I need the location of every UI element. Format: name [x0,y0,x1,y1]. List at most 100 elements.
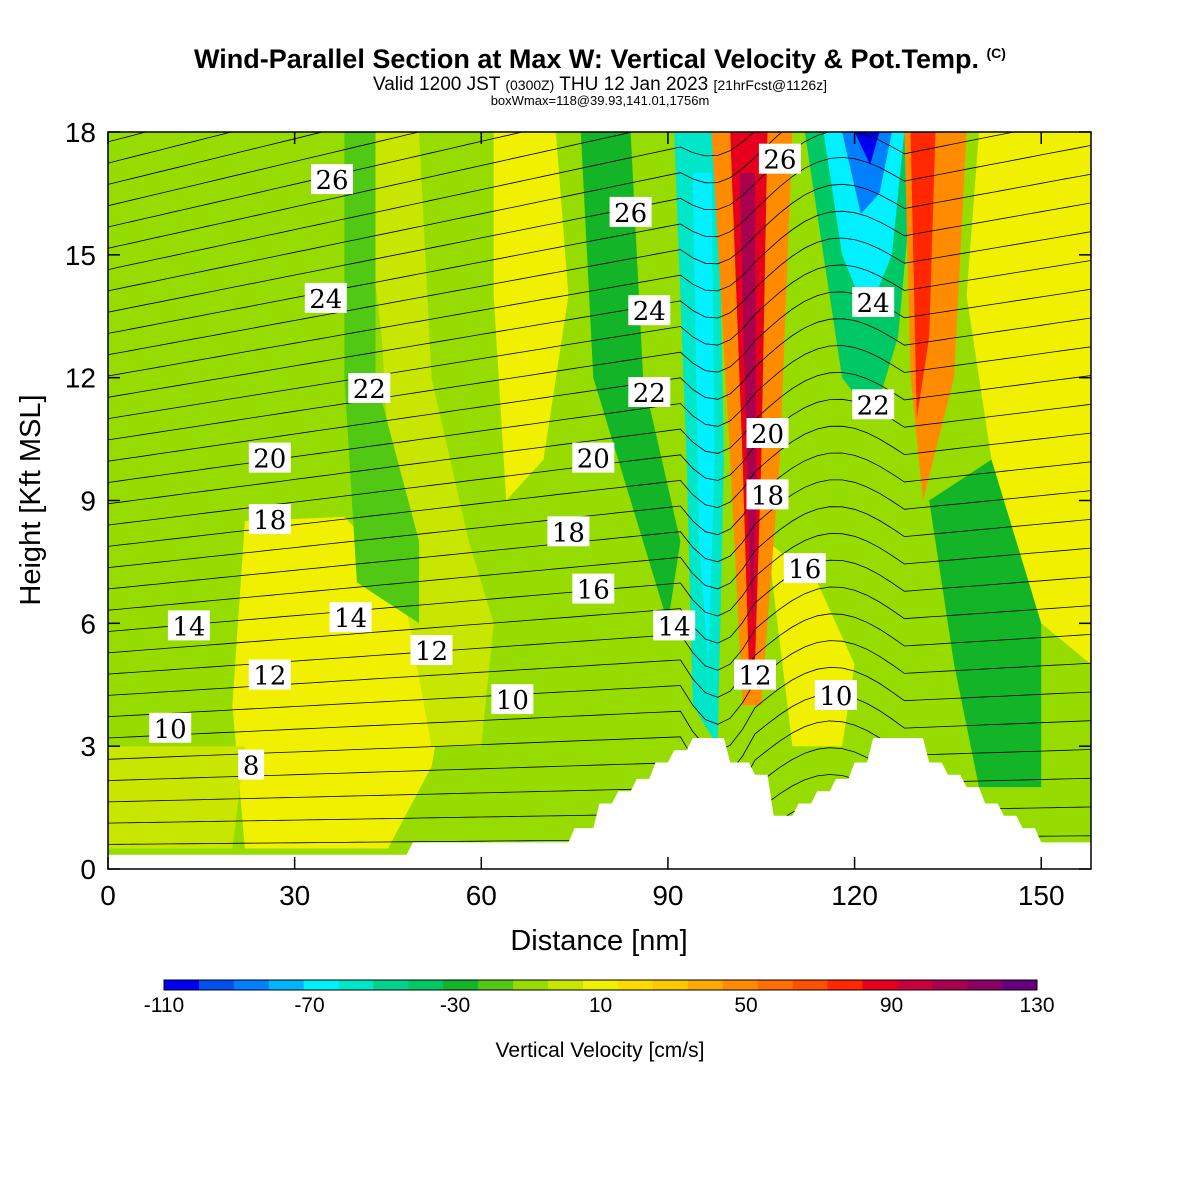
theta-contour-line [108,132,324,185]
theta-contour-label: 20 [248,442,291,475]
y-axis: 0 3 6 9 12 15 18 [65,117,1091,885]
theta-label-box [852,389,895,420]
y-tick-label: 9 [80,486,96,517]
theta-label-text: 10 [819,682,852,712]
theta-contour-line [108,132,1016,313]
x-tick-label: 30 [279,880,310,911]
theta-contour-label: 10 [491,684,534,716]
theta-label-text: 8 [243,752,260,782]
colorbar-swatch [897,980,933,990]
theta-label-text: 24 [309,285,342,315]
theta-label-box [783,553,826,584]
theta-contour-line [108,132,525,228]
theta-label-box [329,602,372,633]
theta-label-text: 16 [577,576,610,606]
x-axis-label: Distance [nm] [510,925,687,957]
theta-contour-line [108,317,1091,462]
colorbar-swatch [652,980,689,990]
theta-contour-line [108,452,1091,568]
colorbar-tick-label: -30 [440,994,470,1017]
theta-label-box [609,196,652,227]
theta-label-text: 20 [253,445,286,475]
downdraft-right-cyan [823,132,905,317]
theta-label-box [852,287,895,317]
theta-contour-label: 26 [609,196,652,229]
theta-label-box [248,504,291,534]
theta-label-box [248,659,291,690]
theta-label-box [311,164,353,195]
x-tick-label: 0 [100,880,116,911]
colorbar-swatch [1002,980,1038,990]
theta-label-box [167,610,210,641]
y-tick-label: 6 [80,608,96,639]
terrain [108,738,1091,869]
theta-label-text: 22 [857,391,890,421]
theta-label-box [547,516,590,547]
theta-contour-line [108,288,1091,441]
theta-contour-label: 24 [304,282,347,315]
theta-label-box [653,610,696,641]
theta-contour-label: 20 [572,442,615,475]
colorbar-swatch [164,980,200,990]
theta-label-text: 26 [614,199,647,229]
theta-contour-line [108,506,1091,611]
colorbar-swatch [792,980,828,990]
theta-contour-line [108,371,1091,505]
colorbar-swatch [583,980,619,990]
theta-label-text: 22 [353,375,386,405]
colorbar-swatch [443,980,479,990]
colorbar-swatch [722,980,758,990]
colorbar-tick-label: 90 [880,994,903,1017]
theta-label-box [758,143,801,174]
colorbar-tick-label: -70 [294,994,324,1017]
theta-contour-label: 18 [248,504,291,536]
theta-contour-label: 22 [348,373,391,405]
colorbar: -110 -70 -30 10 50 90 130 [144,979,1055,1017]
theta-contour-label: 24 [628,295,671,327]
colorbar-swatch [827,980,863,990]
theta-contour-line [108,132,148,143]
colorbar-swatch [967,980,1003,990]
theta-contour-line [108,479,1091,590]
theta-label-text: 18 [552,518,585,548]
colorbar-swatch [338,980,374,990]
colorbar-swatch [478,980,514,990]
theta-contour-line [108,202,1091,377]
theta-label-box [304,282,347,313]
theta-label-text: 26 [763,146,796,176]
theta-label-text: 10 [496,686,529,716]
theta-contour-label: 20 [746,418,789,450]
theta-label-text: 14 [172,612,205,642]
theta-label-box [628,295,671,326]
theta-contour-label: 14 [329,602,372,634]
theta-contour-line [108,132,421,207]
theta-contour-label: 12 [248,659,291,692]
theta-label-box [491,684,534,715]
colorbar-swatch [268,980,304,990]
theta-label-text: 14 [334,604,367,634]
updraft-lightyellow [108,746,245,849]
theta-contour-label: 14 [167,610,210,642]
box-info: boxWmax=118@39.93,141.01,1756m [490,93,710,108]
x-tick-label: 150 [1018,880,1065,911]
theta-label-text: 18 [253,506,286,536]
theta-contour-label: 22 [628,377,671,409]
theta-label-text: 24 [633,297,666,327]
downdraft-right-blue [842,132,892,214]
theta-contour-label: 26 [311,164,353,196]
theta-label-text: 24 [857,289,890,319]
theta-label-text: 16 [788,555,821,585]
theta-contour-label: 16 [783,553,826,585]
theta-contour-line [108,693,1091,779]
theta-contour-line [108,132,635,249]
y-tick-label: 12 [65,363,96,394]
colorbar-swatch [408,980,444,990]
theta-label-box [628,377,671,407]
colorbar-swatch [303,980,339,990]
colorbar-label: Vertical Velocity [cm/s] [496,1039,705,1062]
theta-contour-label: 18 [547,516,590,548]
downdraft-right-core [854,132,880,165]
theta-label-text: 18 [751,481,784,511]
theta-contour-label: 26 [758,143,801,176]
theta-label-text: 20 [577,445,610,475]
